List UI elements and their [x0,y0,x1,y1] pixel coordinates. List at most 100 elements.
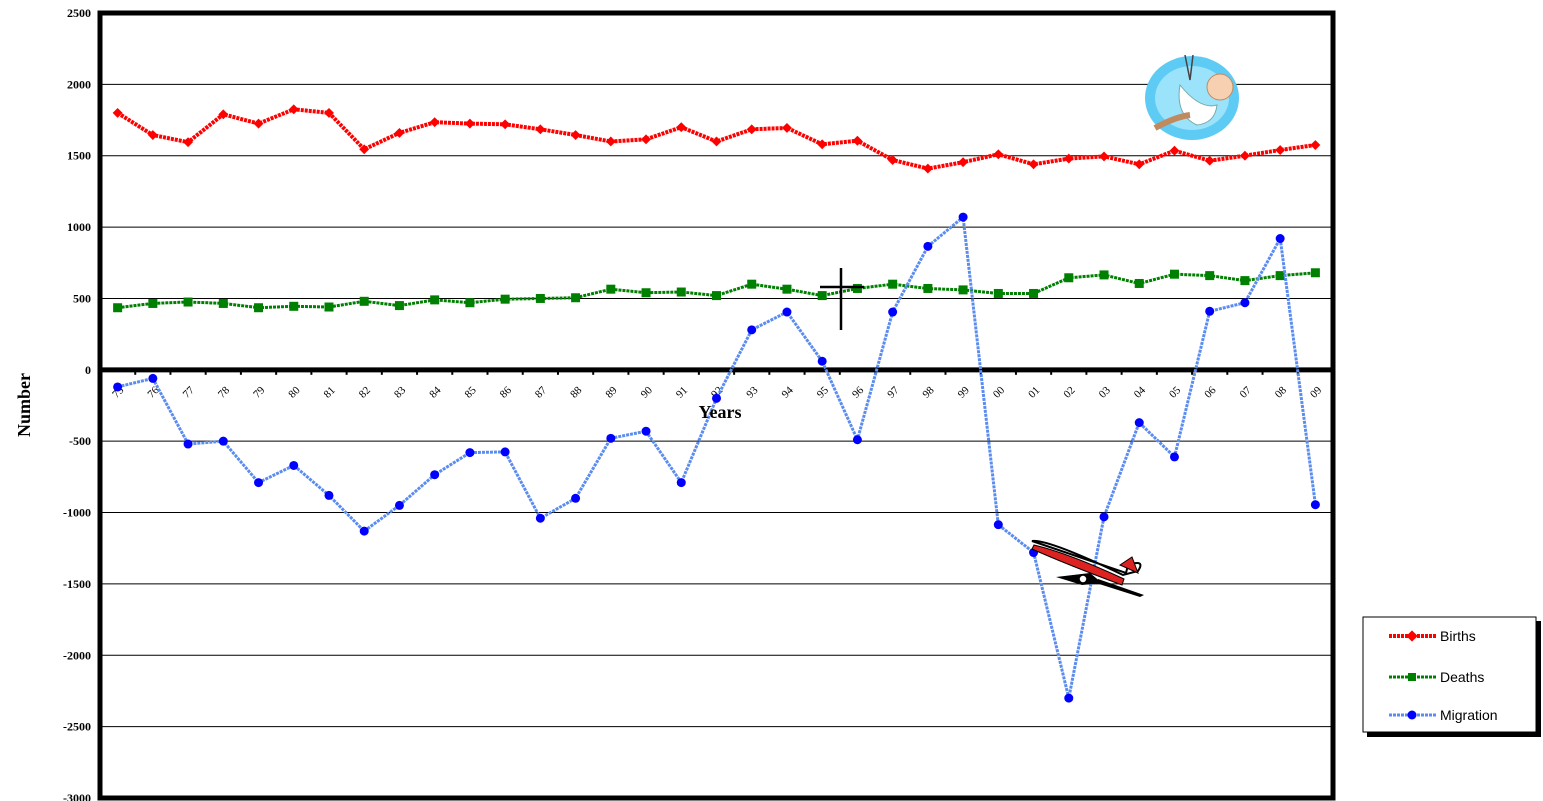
legend-item-deaths: Deaths [1389,669,1484,685]
data-point-migration [394,500,404,510]
data-point-migration [1169,452,1179,462]
data-point-deaths [218,298,228,308]
data-point-births [958,157,969,168]
data-point-migration [712,393,721,403]
data-point-migration [606,433,616,443]
data-point-births [641,134,651,145]
data-point-deaths [394,301,404,311]
data-point-births [711,136,722,147]
data-point-deaths [712,291,721,301]
legend-marker-births [1406,630,1418,642]
legend: Births Deaths Migration [1362,616,1541,737]
y-axis-title: Number [14,373,34,437]
data-point-births [147,130,158,140]
legend-label-deaths: Deaths [1440,669,1484,685]
data-point-migration [923,241,933,251]
x-tick-label: 04 [1132,384,1149,401]
data-point-births [429,117,440,128]
data-point-migration [1134,418,1144,428]
data-point-births [112,107,123,118]
data-point-births [253,118,264,129]
data-point-migration [958,212,968,222]
data-point-migration [1275,234,1285,244]
data-point-deaths [606,284,616,294]
data-point-births [852,135,863,146]
data-point-migration [218,436,228,446]
y-tick-label: 1500 [67,149,91,163]
data-point-deaths [1134,278,1144,288]
data-point-births [1275,145,1286,155]
data-point-births [535,124,546,135]
data-point-migration [465,448,475,458]
x-tick-label: 08 [1273,384,1290,401]
x-tick-label: 06 [1202,384,1219,401]
data-point-deaths [1275,271,1285,281]
data-point-migration [641,426,651,436]
data-point-migration [571,493,581,503]
data-point-migration [888,307,898,317]
data-point-births [183,137,194,148]
airplane-clipart-icon [1031,539,1144,597]
x-tick-label: 95 [815,384,832,401]
data-point-deaths [641,288,651,298]
data-point-deaths [359,296,369,306]
y-tick-label: -2000 [63,648,91,662]
series-line-migration [117,214,1317,699]
data-point-births [746,124,757,135]
data-point-births [993,149,1004,160]
x-tick-label: 00 [991,384,1008,401]
x-tick-label: 03 [1097,384,1114,401]
x-tick-label: 76 [145,384,162,401]
data-point-deaths [888,279,898,289]
data-point-deaths [113,303,123,313]
data-point-births [218,109,229,120]
data-point-births [782,122,792,133]
data-point-births [887,155,898,165]
data-point-migration [289,460,299,470]
y-tick-label: 2500 [67,6,91,20]
data-point-deaths [817,291,827,301]
x-tick-label: 87 [533,384,550,401]
data-point-migration [1064,693,1074,703]
data-point-births [464,118,475,129]
y-tick-label: -3000 [63,791,91,801]
data-point-migration [183,439,193,449]
series-births [112,104,1321,174]
data-point-deaths [430,295,440,305]
data-point-migration [324,490,334,500]
x-tick-label: 77 [181,384,198,401]
data-point-births [1169,145,1180,156]
data-point-migration [1205,306,1215,316]
x-tick-label: 01 [1026,384,1042,400]
data-point-deaths [676,287,686,297]
data-point-migration [817,356,827,366]
x-tick-label: 90 [639,384,656,401]
x-tick-label: 93 [744,384,761,401]
x-tick-label: 82 [357,384,373,400]
data-point-deaths [148,298,158,308]
data-point-migration [1099,512,1109,522]
series-deaths [113,268,1320,313]
data-point-births [1310,140,1321,150]
series-group [112,104,1321,703]
x-tick-label: 79 [251,384,268,401]
data-point-births [394,127,405,138]
data-point-deaths [289,301,299,311]
series-migration [113,212,1320,703]
legend-item-births: Births [1389,628,1476,644]
legend-marker-migration [1407,710,1417,720]
x-tick-label: 80 [286,384,303,401]
data-point-births [359,144,370,155]
data-point-migration [993,520,1003,530]
data-point-deaths [500,294,510,304]
data-point-births [605,136,616,147]
data-point-births [1099,151,1109,162]
baby-clipart-icon [1145,54,1239,140]
data-point-deaths [324,302,334,312]
x-tick-label: 78 [216,384,233,401]
legend-label-births: Births [1440,628,1476,644]
data-point-deaths [747,279,757,289]
data-point-deaths [1029,288,1039,298]
data-point-migration [747,325,757,335]
x-tick-label: 84 [427,384,444,401]
